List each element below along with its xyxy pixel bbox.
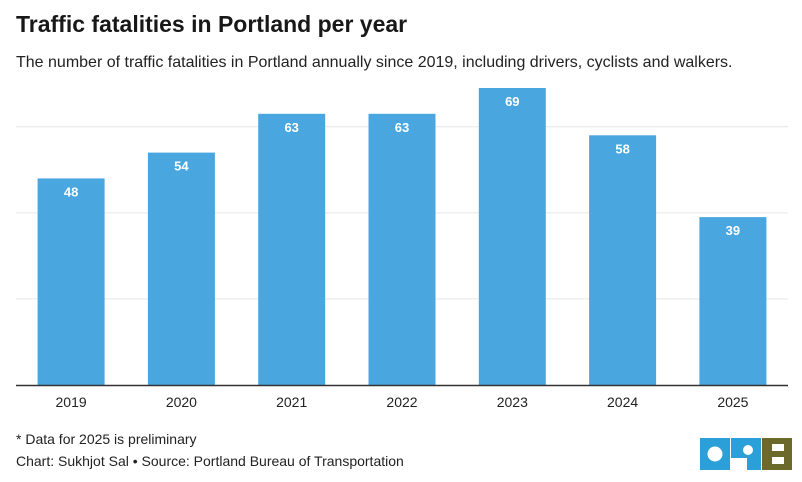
logo-p-cut (731, 458, 747, 470)
bar-2021 (258, 113, 326, 386)
data-label-2020: 54 (174, 159, 189, 174)
credit-line: Chart: Sukhjot Sal • Source: Portland Bu… (16, 453, 404, 469)
x-tick-label-2022: 2022 (386, 394, 417, 410)
source-credit: Source: Portland Bureau of Transportatio… (141, 453, 404, 469)
bar-2022 (368, 113, 436, 386)
footnote: * Data for 2025 is preliminary (16, 431, 197, 447)
logo-b-notch-bottom (772, 457, 784, 464)
chart-credit: Chart: Sukhjot Sal (16, 453, 129, 469)
logo-b-notch-top (772, 444, 784, 451)
data-label-2019: 48 (64, 184, 78, 199)
data-label-2025: 39 (726, 223, 740, 238)
data-label-2023: 69 (505, 94, 519, 109)
data-label-2021: 63 (284, 120, 298, 135)
bar-chart: 48 2019 54 2020 63 2021 63 2022 69 2023 58 2024 39 20… (16, 88, 788, 410)
bar-2024 (589, 135, 657, 385)
x-tick-label-2020: 2020 (166, 394, 197, 410)
data-label-2022: 63 (395, 120, 409, 135)
logo-p-hole (743, 445, 753, 455)
x-tick-label-2023: 2023 (497, 394, 528, 410)
bar-2020 (147, 152, 215, 385)
opb-logo-icon (700, 438, 792, 470)
logo-b-block (762, 438, 792, 470)
credit-separator: • (128, 453, 142, 469)
chart-title: Traffic fatalities in Portland per year (16, 11, 408, 37)
x-tick-label-2025: 2025 (717, 394, 748, 410)
chart-subtitle: The number of traffic fatalities in Port… (16, 54, 733, 71)
bar-2023 (478, 88, 546, 385)
data-label-2024: 58 (615, 141, 629, 156)
bar-2019 (37, 178, 105, 385)
x-tick-label-2019: 2019 (56, 394, 87, 410)
x-tick-label-2024: 2024 (607, 394, 638, 410)
bar-2025 (699, 217, 767, 385)
logo-o-hole (707, 446, 723, 462)
x-tick-label-2021: 2021 (276, 394, 307, 410)
